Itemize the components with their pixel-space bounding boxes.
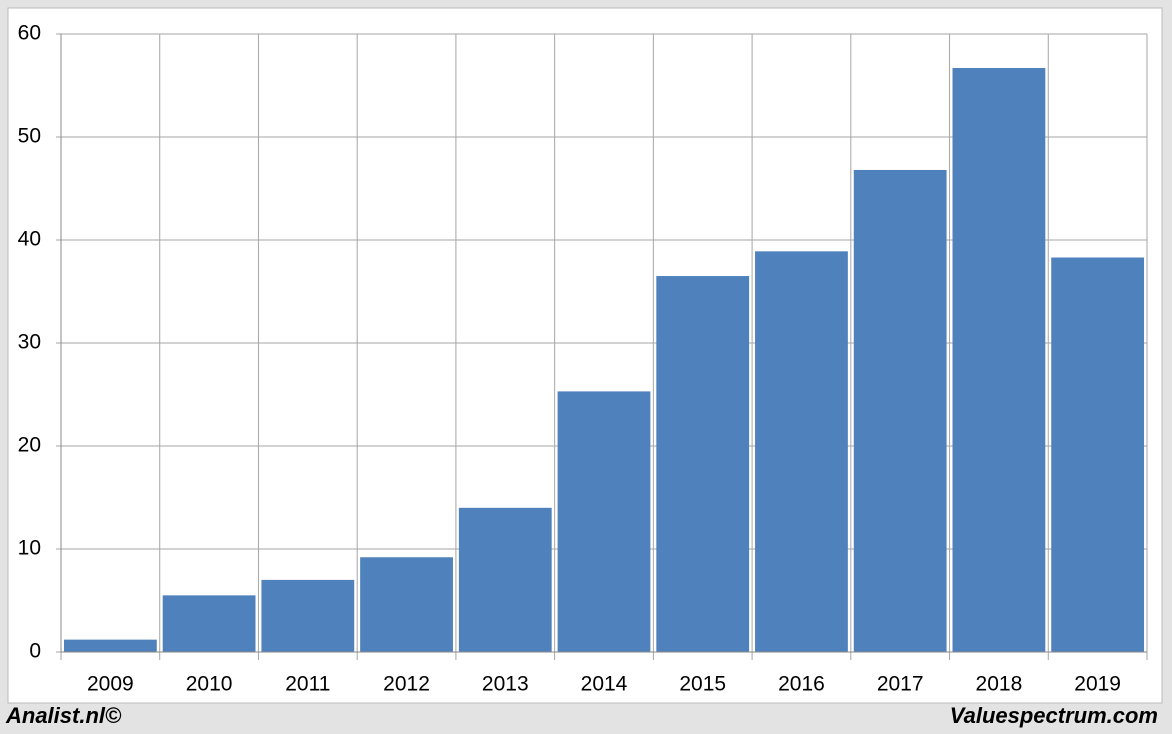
bar — [1051, 257, 1145, 652]
x-tick-label: 2018 — [976, 673, 1023, 696]
bar — [952, 67, 1046, 653]
y-tick-label: 0 — [29, 640, 41, 663]
y-tick-label: 10 — [18, 537, 41, 560]
x-tick-label: 2011 — [285, 673, 330, 696]
x-tick-label: 2013 — [482, 673, 529, 696]
x-tick-label: 2014 — [581, 673, 628, 696]
bar — [755, 251, 848, 652]
bar — [853, 169, 947, 652]
bar — [360, 557, 453, 652]
x-tick-label: 2009 — [87, 673, 134, 696]
bar — [458, 507, 552, 652]
footer-left: Analist.nl© — [5, 703, 122, 728]
x-tick-label: 2010 — [186, 673, 233, 696]
y-tick-label: 50 — [18, 125, 41, 148]
bar — [261, 579, 355, 652]
bar — [656, 276, 750, 652]
bar — [63, 639, 157, 652]
y-tick-label: 60 — [18, 22, 41, 45]
bar — [557, 391, 651, 652]
x-tick-label: 2019 — [1074, 673, 1121, 696]
x-tick-label: 2015 — [679, 673, 726, 696]
bar — [162, 595, 256, 652]
x-tick-label: 2016 — [778, 673, 825, 696]
y-tick-label: 30 — [18, 331, 41, 354]
x-tick-label: 2012 — [383, 673, 430, 696]
x-tick-label: 2017 — [877, 673, 924, 696]
y-tick-label: 20 — [18, 434, 41, 457]
y-tick-label: 40 — [18, 228, 41, 251]
footer-right: Valuespectrum.com — [950, 703, 1158, 728]
